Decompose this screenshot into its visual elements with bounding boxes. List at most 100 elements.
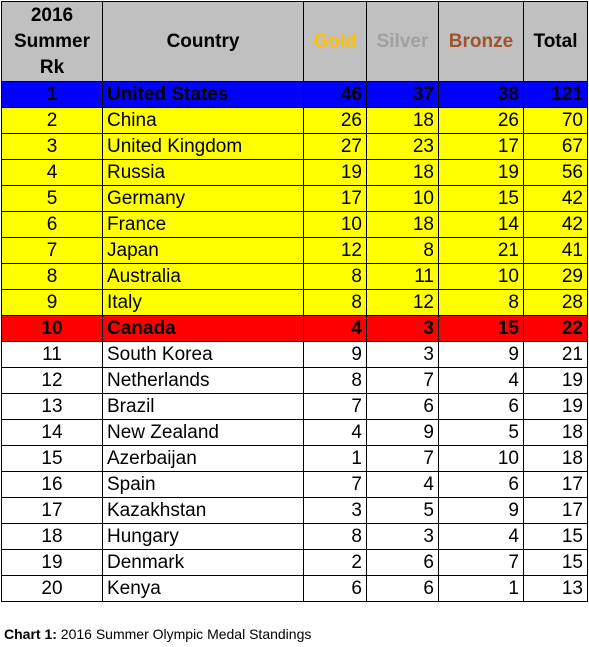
cell-gold: 9 xyxy=(303,341,367,368)
cell-total: 29 xyxy=(523,263,588,290)
cell-country: United States xyxy=(102,81,304,108)
cell-silver: 3 xyxy=(366,523,439,550)
cell-total: 28 xyxy=(523,289,588,316)
cell-country: Australia xyxy=(102,263,304,290)
cell-silver: 11 xyxy=(366,263,439,290)
cell-gold: 17 xyxy=(303,185,367,212)
cell-rank: 5 xyxy=(1,185,103,212)
table-row: 5 Germany 17 10 15 42 xyxy=(1,185,588,212)
table-row: 7 Japan 12 8 21 41 xyxy=(1,237,588,264)
header-country: Country xyxy=(102,1,304,82)
table-row: 10 Canada 4 3 15 22 xyxy=(1,315,588,342)
cell-rank: 14 xyxy=(1,419,103,446)
cell-silver: 18 xyxy=(366,211,439,238)
cell-total: 42 xyxy=(523,185,588,212)
table-row: 19 Denmark 2 6 7 15 xyxy=(1,549,588,576)
cell-total: 19 xyxy=(523,393,588,420)
cell-bronze: 15 xyxy=(438,185,524,212)
cell-total: 21 xyxy=(523,341,588,368)
cell-gold: 8 xyxy=(303,523,367,550)
cell-silver: 4 xyxy=(366,471,439,498)
cell-total: 56 xyxy=(523,159,588,186)
cell-silver: 3 xyxy=(366,315,439,342)
cell-gold: 7 xyxy=(303,471,367,498)
cell-bronze: 17 xyxy=(438,133,524,160)
cell-gold: 46 xyxy=(303,81,367,108)
cell-rank: 2 xyxy=(1,107,103,134)
cell-rank: 18 xyxy=(1,523,103,550)
cell-silver: 5 xyxy=(366,497,439,524)
cell-country: Germany xyxy=(102,185,304,212)
cell-gold: 4 xyxy=(303,419,367,446)
header-rank-line1: 2016 xyxy=(30,4,74,26)
cell-rank: 12 xyxy=(1,367,103,394)
cell-rank: 13 xyxy=(1,393,103,420)
cell-bronze: 7 xyxy=(438,549,524,576)
cell-country: Kenya xyxy=(102,575,304,602)
cell-bronze: 1 xyxy=(438,575,524,602)
cell-silver: 18 xyxy=(366,159,439,186)
cell-gold: 2 xyxy=(303,549,367,576)
cell-country: Hungary xyxy=(102,523,304,550)
cell-country: Denmark xyxy=(102,549,304,576)
cell-total: 121 xyxy=(523,81,588,108)
cell-silver: 37 xyxy=(366,81,439,108)
cell-gold: 12 xyxy=(303,237,367,264)
cell-bronze: 6 xyxy=(438,471,524,498)
cell-total: 22 xyxy=(523,315,588,342)
cell-gold: 8 xyxy=(303,367,367,394)
cell-total: 70 xyxy=(523,107,588,134)
cell-silver: 3 xyxy=(366,341,439,368)
cell-total: 13 xyxy=(523,575,588,602)
cell-country: United Kingdom xyxy=(102,133,304,160)
cell-silver: 9 xyxy=(366,419,439,446)
cell-bronze: 9 xyxy=(438,341,524,368)
cell-country: China xyxy=(102,107,304,134)
cell-silver: 8 xyxy=(366,237,439,264)
cell-bronze: 14 xyxy=(438,211,524,238)
cell-bronze: 10 xyxy=(438,445,524,472)
table-row: 17 Kazakhstan 3 5 9 17 xyxy=(1,497,588,524)
cell-country: Kazakhstan xyxy=(102,497,304,524)
cell-silver: 12 xyxy=(366,289,439,316)
cell-total: 42 xyxy=(523,211,588,238)
cell-country: South Korea xyxy=(102,341,304,368)
cell-bronze: 4 xyxy=(438,367,524,394)
header-total: Total xyxy=(523,1,588,82)
cell-rank: 9 xyxy=(1,289,103,316)
cell-total: 17 xyxy=(523,497,588,524)
table-row: 16 Spain 7 4 6 17 xyxy=(1,471,588,498)
cell-rank: 16 xyxy=(1,471,103,498)
cell-rank: 20 xyxy=(1,575,103,602)
table-row: 13 Brazil 7 6 6 19 xyxy=(1,393,588,420)
table-row: 9 Italy 8 12 8 28 xyxy=(1,289,588,316)
table-row: 15 Azerbaijan 1 7 10 18 xyxy=(1,445,588,472)
cell-country: New Zealand xyxy=(102,419,304,446)
cell-total: 17 xyxy=(523,471,588,498)
cell-rank: 19 xyxy=(1,549,103,576)
table-row: 20 Kenya 6 6 1 13 xyxy=(1,575,588,602)
table-body: 1 United States 46 37 38 121 2 China 26 18 26 70 3 Un… xyxy=(1,81,588,602)
cell-silver: 7 xyxy=(366,445,439,472)
header-gold: Gold xyxy=(303,1,367,82)
cell-rank: 8 xyxy=(1,263,103,290)
cell-country: Italy xyxy=(102,289,304,316)
cell-total: 19 xyxy=(523,367,588,394)
cell-bronze: 9 xyxy=(438,497,524,524)
cell-rank: 17 xyxy=(1,497,103,524)
cell-rank: 11 xyxy=(1,341,103,368)
table-row: 4 Russia 19 18 19 56 xyxy=(1,159,588,186)
chart-caption: Chart 1: 2016 Summer Olympic Medal Stand… xyxy=(4,626,311,642)
cell-bronze: 6 xyxy=(438,393,524,420)
cell-silver: 23 xyxy=(366,133,439,160)
cell-country: Canada xyxy=(102,315,304,342)
cell-silver: 6 xyxy=(366,575,439,602)
table-row: 18 Hungary 8 3 4 15 xyxy=(1,523,588,550)
table-row: 8 Australia 8 11 10 29 xyxy=(1,263,588,290)
cell-country: France xyxy=(102,211,304,238)
cell-bronze: 5 xyxy=(438,419,524,446)
cell-total: 15 xyxy=(523,549,588,576)
cell-gold: 7 xyxy=(303,393,367,420)
cell-bronze: 19 xyxy=(438,159,524,186)
cell-silver: 10 xyxy=(366,185,439,212)
